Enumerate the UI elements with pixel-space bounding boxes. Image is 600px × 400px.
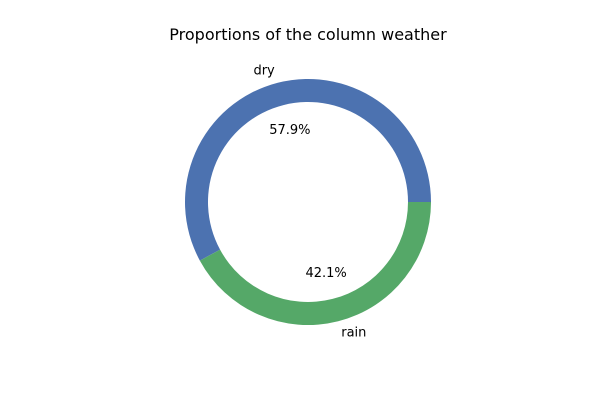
percent-label-dry: 57.9% xyxy=(269,123,310,138)
slice-dry xyxy=(184,78,431,261)
percent-label-rain: 42.1% xyxy=(305,266,346,281)
chart-title: Proportions of the column weather xyxy=(169,25,447,44)
labels-group: dry 57.9% rain 42.1% xyxy=(253,63,366,340)
slices-group xyxy=(184,78,431,325)
slice-label-dry: dry xyxy=(253,63,275,78)
slice-label-rain: rain xyxy=(341,326,366,341)
slice-rain xyxy=(199,202,431,325)
